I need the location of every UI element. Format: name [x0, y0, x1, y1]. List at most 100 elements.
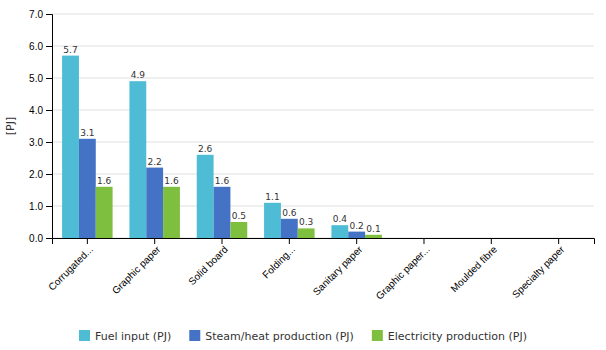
bar — [264, 203, 281, 238]
tick: 5.0 — [29, 73, 52, 84]
tick-label: 5.0 — [29, 73, 43, 84]
x-axis: Corrugated... Graphic paper Solid board Fol… — [46, 238, 594, 302]
data-label: 1.1 — [265, 192, 279, 202]
tick-label: 3.0 — [29, 137, 43, 148]
tick-mark — [154, 238, 155, 244]
tick: 2.0 — [29, 169, 52, 180]
bar — [96, 187, 113, 238]
bar — [163, 187, 180, 238]
tick: Specialty paper — [510, 238, 567, 300]
data-label: 4.9 — [131, 70, 146, 80]
legend-item: Electricity production (PJ) — [372, 330, 527, 343]
data-label: 5.7 — [63, 45, 77, 55]
grid — [52, 14, 594, 238]
tick-mark — [491, 238, 492, 244]
bar-series — [79, 139, 365, 238]
tick-mark — [87, 238, 88, 244]
legend-label: Steam/heat production (PJ) — [205, 330, 354, 343]
tick: Graphic paper — [110, 238, 163, 296]
data-label: 1.6 — [97, 176, 112, 186]
bar — [281, 219, 298, 238]
tick-label: Graphic paper — [110, 243, 163, 296]
tick: 3.0 — [29, 137, 52, 148]
tick: Solid board — [186, 238, 230, 287]
legend: Fuel input (PJ) Steam/heat production (PJ… — [79, 330, 527, 343]
tick-label: 4.0 — [29, 105, 43, 116]
tick-label: 7.0 — [29, 9, 43, 20]
data-label: 2.6 — [198, 144, 213, 154]
tick: 7.0 — [29, 9, 52, 20]
tick-label: Sanitary paper — [311, 243, 365, 297]
tick-mark — [423, 238, 424, 244]
axis-line — [46, 15, 53, 239]
tick-label: Graphic paper... — [374, 244, 432, 302]
tick: 6.0 — [29, 41, 52, 52]
tick-label: Moulded fibre — [448, 243, 499, 294]
tick-label: 0.0 — [29, 233, 43, 244]
grid-line — [52, 46, 594, 47]
legend-item: Steam/heat production (PJ) — [189, 330, 354, 343]
tick-mark — [46, 46, 52, 47]
plot: 5.74.92.61.10.43.12.21.60.60.21.61.60.50… — [4, 9, 595, 302]
tick: 1.0 — [29, 201, 52, 212]
bar — [331, 225, 348, 238]
bar — [399, 238, 416, 239]
tick-label: 1.0 — [29, 201, 43, 212]
tick-label: Folding... — [260, 244, 297, 281]
tick-mark — [46, 174, 52, 175]
tick-mark — [46, 110, 52, 111]
bar — [62, 56, 79, 238]
tick-mark — [356, 238, 357, 244]
tick: Folding... — [260, 238, 297, 281]
bar — [197, 155, 214, 238]
legend-swatch — [79, 330, 90, 341]
tick-label: 2.0 — [29, 169, 43, 180]
bar — [129, 81, 146, 238]
tick-mark — [289, 238, 290, 244]
tick-mark — [558, 238, 559, 244]
tick-label: Specialty paper — [510, 243, 567, 300]
legend-label: Electricity production (PJ) — [388, 330, 527, 343]
bar-series — [62, 56, 348, 238]
bar — [79, 139, 96, 238]
tick: Moulded fibre — [448, 238, 499, 294]
data-label: 0.3 — [299, 217, 313, 227]
data-label: 3.1 — [80, 128, 94, 138]
bar — [550, 238, 567, 239]
bar — [365, 235, 382, 238]
bar — [146, 168, 163, 238]
legend-swatch — [372, 330, 383, 341]
y-axis-title: [PJ] — [4, 117, 17, 135]
data-label: 0.5 — [232, 211, 246, 221]
bar-series — [96, 187, 382, 238]
tick-label: Solid board — [186, 244, 230, 288]
data-label: 2.2 — [148, 157, 162, 167]
axis-line — [53, 239, 595, 245]
tick-label: Corrugated... — [46, 244, 95, 293]
bar — [567, 238, 584, 239]
tick: Sanitary paper — [311, 238, 365, 297]
data-labels: 5.74.92.61.10.43.12.21.60.60.21.61.60.50… — [63, 45, 380, 234]
tick-mark — [46, 206, 52, 207]
legend-item: Fuel input (PJ) — [79, 330, 171, 343]
tick-mark — [46, 238, 52, 239]
data-label: 0.2 — [350, 221, 364, 231]
bar — [500, 238, 517, 239]
bar — [432, 238, 449, 239]
data-label: 0.4 — [333, 214, 348, 224]
data-label: 1.6 — [215, 176, 230, 186]
bar — [416, 238, 433, 239]
legend-label: Fuel input (PJ) — [95, 330, 171, 343]
chart: 5.74.92.61.10.43.12.21.60.60.21.61.60.50… — [0, 0, 606, 350]
tick-mark — [46, 78, 52, 79]
data-label: 1.6 — [164, 176, 179, 186]
grid-line — [52, 14, 594, 15]
legend-swatch — [189, 330, 200, 341]
tick-mark — [46, 14, 52, 15]
bars — [62, 56, 382, 238]
data-label: 0.1 — [366, 224, 380, 234]
bar — [298, 228, 315, 238]
bar — [214, 187, 231, 238]
tick: Graphic paper... — [374, 238, 432, 302]
tick-mark — [222, 238, 223, 244]
